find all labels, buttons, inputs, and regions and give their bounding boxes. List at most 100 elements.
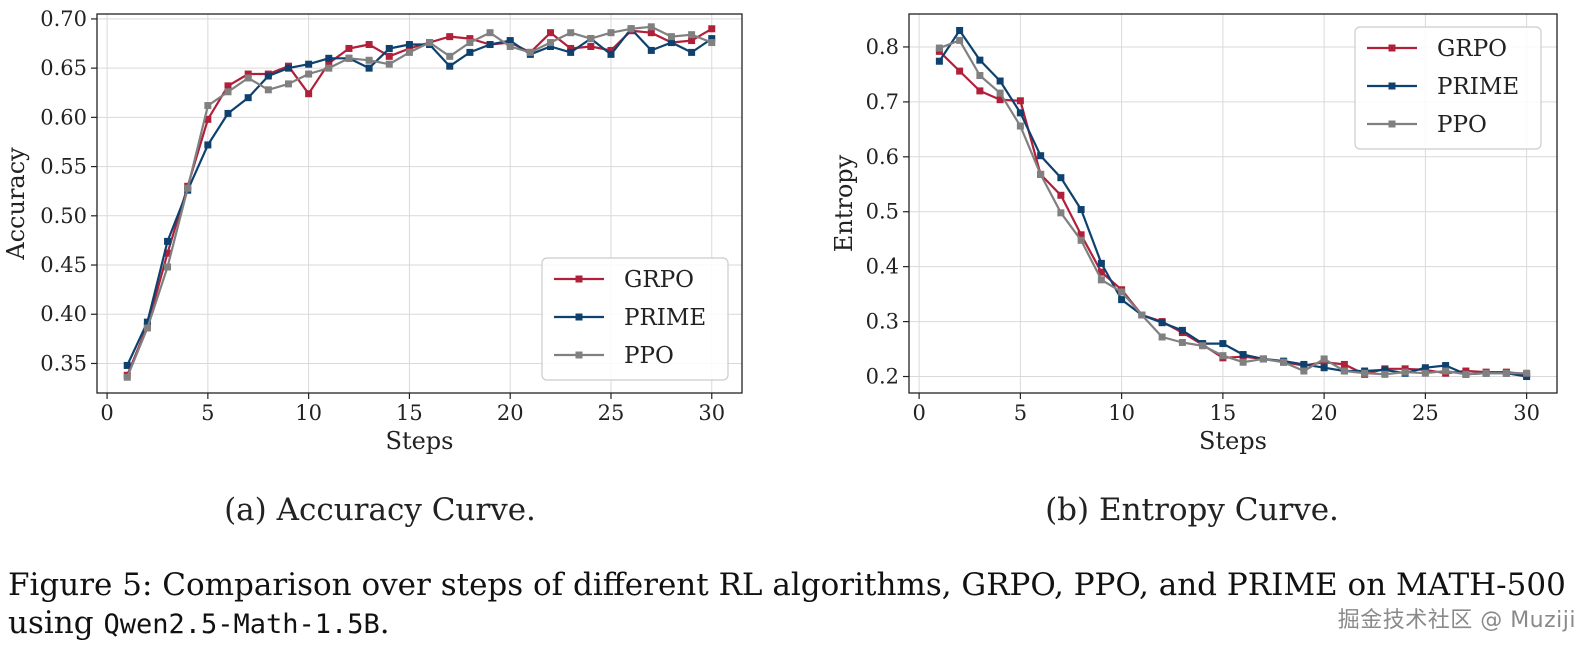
chart2-ppo-point-30 [1523,369,1531,377]
chart1-prime-point-1 [123,361,131,369]
caption-model-name: Qwen2.5-Math-1.5B [103,609,380,640]
chart1-xtick-label-0: 0 [100,401,113,425]
chart1-xlabel: Steps [386,427,454,455]
chart1-legend-label-prime: PRIME [624,305,706,331]
chart1-prime-point-17 [446,62,454,70]
chart2-legend-label-prime: PRIME [1437,74,1519,100]
chart2-xtick-label-6: 30 [1513,401,1540,425]
chart2-prime-point-5 [1016,109,1024,117]
chart2-grpo-point-2 [956,67,964,75]
chart2-legend-marker-ppo [1388,120,1396,128]
chart1-ppo-point-8 [264,86,272,94]
chart1-ppo-point-24 [587,35,595,43]
chart1-xtick-label-2: 10 [295,401,322,425]
chart2-subcaption: (b) Entropy Curve. [1045,492,1339,528]
chart1-prime-point-27 [647,46,655,54]
chart1-ppo-point-30 [708,39,716,47]
chart1-ppo-point-12 [345,54,353,62]
chart1-legend-marker-ppo [575,351,583,359]
chart2-ppo-point-18 [1280,358,1288,366]
entropy-chart: 0 5 10 15 20 25 30 0.2 0.3 0.4 0.5 0.6 0.7 0.8 Steps En… [830,13,1558,528]
chart2-ppo-point-24 [1401,368,1409,376]
chart1-subcaption: (a) Accuracy Curve. [224,492,536,528]
chart1-grpo-point-11 [325,59,333,67]
chart1-legend-box [541,257,729,381]
chart2-ppo-point-2 [956,36,964,44]
chart2-prime-point-8 [1077,206,1085,214]
chart1-prime-point-14 [385,44,393,52]
chart2-xtick-label-3: 15 [1210,401,1237,425]
chart2-prime-point-4 [996,77,1004,85]
chart2-prime-point-15 [1219,340,1227,348]
chart1-ppo-point-25 [607,29,615,37]
chart2-xtick-label-5: 25 [1412,401,1439,425]
chart1-xtick-label-3: 15 [396,401,423,425]
chart2-legend-marker-prime [1388,82,1396,90]
chart2-ytick-label-4: 0.6 [866,145,899,169]
chart2-plot-frame [908,13,1558,394]
chart2-ppo-point-21 [1340,367,1348,375]
chart2-ppo-point-10 [1118,288,1126,296]
chart1-prime-point-5 [204,141,212,149]
chart1-prime-point-8 [264,72,272,80]
chart1-grpo-point-29 [688,37,696,45]
chart2-xlabel: Steps [1199,427,1267,455]
chart1-prime-point-3 [164,237,172,245]
chart2-ytick-label-2: 0.4 [866,255,899,279]
chart1-ppo-point-1 [123,373,131,381]
chart1-grpo-point-30 [708,25,716,33]
chart1-plot-frame [96,13,743,394]
chart1-grpo-point-7 [244,70,252,78]
chart2-prime-point-26 [1442,362,1450,370]
chart1-prime-point-25 [607,50,615,58]
chart2-ppo-point-17 [1259,355,1267,363]
chart2-grpo-point-3 [976,87,984,95]
chart1-grpo-point-6 [224,82,232,90]
chart1-ppo-point-26 [627,25,635,33]
chart1-grpo-point-10 [305,90,313,98]
chart1-prime-point-13 [365,64,373,72]
chart1-prime-point-10 [305,60,313,68]
chart1-ytick-label-7: 0.70 [40,7,87,31]
chart1-ppo-point-6 [224,88,232,96]
chart2-ppo-point-19 [1300,367,1308,375]
chart2-legend-label-ppo: PPO [1437,112,1487,138]
chart1-grpo-point-5 [204,115,212,123]
chart1-ppo-point-5 [204,102,212,110]
chart2-ppo-point-4 [996,89,1004,97]
chart1-legend-marker-grpo [575,275,583,283]
chart2-ppo-point-14 [1199,342,1207,350]
chart1-ytick-label-6: 0.65 [40,56,87,80]
chart1-legend-label-grpo: GRPO [624,267,694,293]
chart2-ytick-label-0: 0.2 [866,365,899,389]
chart2-grpo-point-4 [996,96,1004,104]
chart1-ytick-label-5: 0.60 [40,105,87,129]
chart2-ppo-point-27 [1462,370,1470,378]
chart1-ppo-point-13 [365,56,373,64]
chart2-prime-point-16 [1239,351,1247,359]
chart1-legend-label-ppo: PPO [624,343,674,369]
chart2-grpo-point-8 [1077,231,1085,239]
chart1-prime-point-18 [466,48,474,56]
chart1-grpo-point-25 [607,46,615,54]
chart1-ppo-point-10 [305,70,313,78]
chart1-legend-marker-prime [575,313,583,321]
chart2-ytick-label-3: 0.5 [866,200,899,224]
chart1-prime-point-30 [708,35,716,43]
caption-text: Figure 5: Comparison over steps of diffe… [8,567,1566,641]
chart1-ppo-point-17 [446,52,454,60]
chart2-xtick-label-2: 10 [1108,401,1135,425]
chart1-ytick-label-0: 0.35 [40,351,87,375]
chart2-prime-point-7 [1057,174,1065,182]
chart1-ytick-label-4: 0.55 [40,155,87,179]
chart1-prime-point-15 [405,41,413,49]
chart1-ppo-point-19 [486,29,494,37]
chart2-prime-point-19 [1300,360,1308,368]
chart1-grpo-point-23 [567,44,575,52]
chart1-ppo-point-29 [688,31,696,39]
chart1-series-prime-line [126,27,713,366]
chart1-ppo-point-3 [164,263,172,271]
chart1-prime-point-2 [143,318,151,326]
chart1-ppo-point-15 [405,48,413,56]
figure-caption: Figure 5: Comparison over steps of diffe… [8,566,1588,644]
